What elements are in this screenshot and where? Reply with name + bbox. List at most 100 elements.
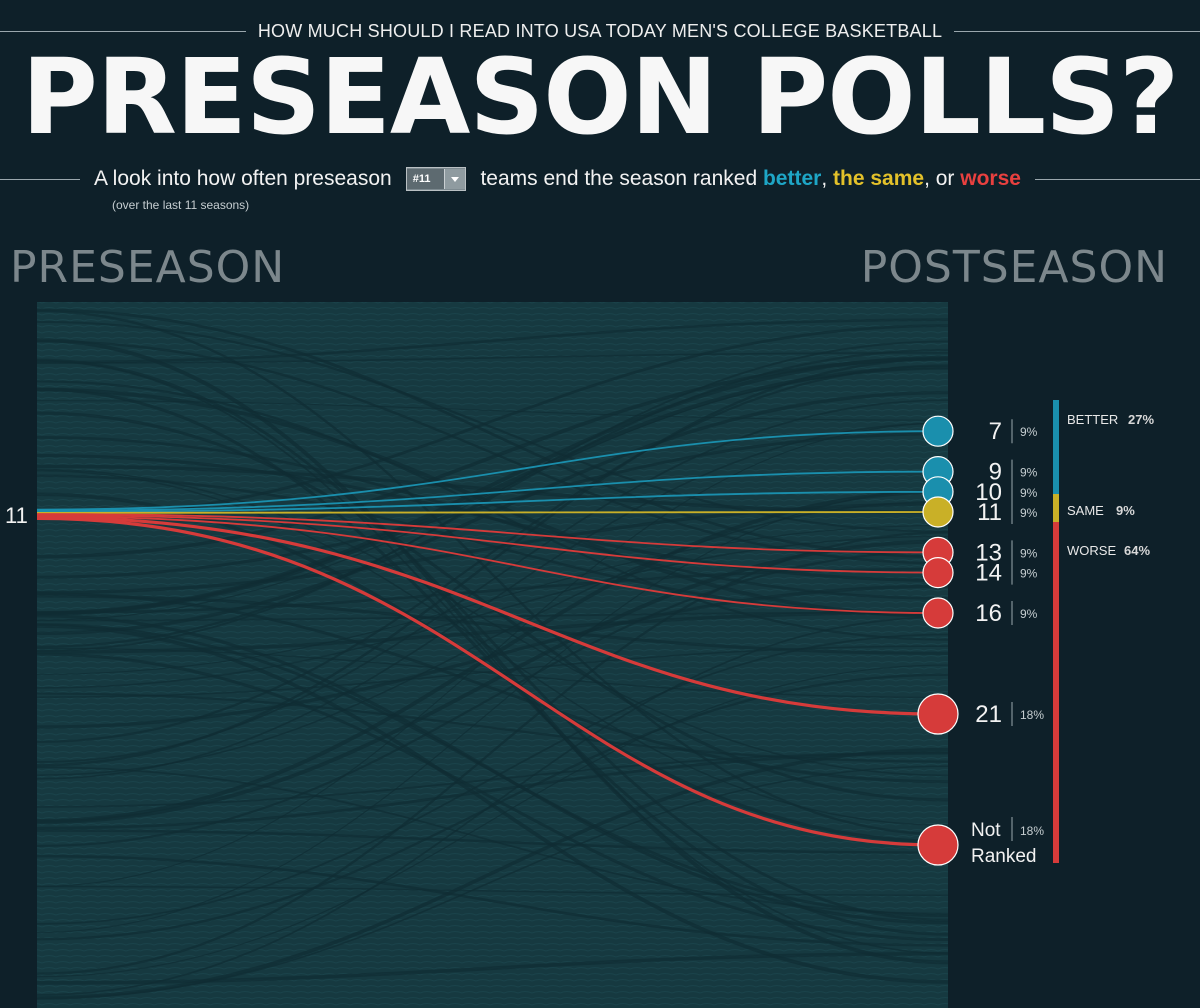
target-nodes: 7 9% 9 9% 10 9% 11 9% 13 9% 14 9% 16 9% 21 18% Not Ranked… bbox=[917, 415, 1044, 867]
node-pct-10: 9% bbox=[1020, 486, 1038, 500]
background-flow bbox=[36, 352, 949, 364]
seasons-note: (over the last 11 seasons) bbox=[112, 198, 250, 212]
kicker-line: HOW MUCH SHOULD I READ INTO USA TODAY ME… bbox=[0, 18, 1200, 44]
node-label-11: 11 bbox=[977, 499, 1002, 526]
background-flow bbox=[36, 320, 949, 533]
flow-to-21[interactable] bbox=[36, 515, 939, 716]
background-flow bbox=[36, 610, 949, 654]
summary-segment-worse bbox=[1053, 522, 1059, 863]
summary-label-same: SAME bbox=[1067, 503, 1104, 518]
rank-selector-value: #11 bbox=[406, 169, 445, 189]
subtitle-line: A look into how often preseason #11 team… bbox=[0, 162, 1200, 196]
background-flow bbox=[36, 673, 949, 941]
background-flow bbox=[36, 592, 949, 784]
highlighted-flows bbox=[36, 430, 939, 847]
node-14[interactable] bbox=[922, 556, 954, 589]
word-better: better bbox=[762, 167, 822, 190]
background-flows bbox=[36, 308, 949, 1000]
kicker-text: HOW MUCH SHOULD I READ INTO USA TODAY ME… bbox=[257, 20, 943, 41]
node-label-14: 14 bbox=[975, 560, 1002, 587]
summary-pct-better: 27% bbox=[1128, 412, 1154, 427]
node-label-7: 7 bbox=[989, 418, 1002, 445]
subtitle-rule-right bbox=[1034, 178, 1200, 180]
node-pct-7: 9% bbox=[1020, 425, 1038, 439]
background-flow bbox=[36, 348, 949, 648]
flow-to-9[interactable] bbox=[36, 470, 939, 512]
subtitle: A look into how often preseason #11 team… bbox=[80, 167, 1021, 191]
comma-1: , bbox=[821, 167, 828, 190]
background-flow bbox=[36, 357, 949, 559]
node-label-13: 13 bbox=[975, 539, 1002, 566]
background-flow bbox=[36, 524, 949, 675]
background-flow bbox=[36, 539, 949, 825]
background-flow bbox=[36, 664, 949, 978]
background-flow bbox=[36, 854, 949, 947]
background-flow bbox=[36, 535, 949, 689]
node-pct-16: 9% bbox=[1020, 607, 1038, 621]
node-7[interactable] bbox=[922, 415, 954, 447]
word-worse: worse bbox=[960, 167, 1021, 190]
kicker-rule-right bbox=[954, 30, 1200, 32]
node-pct-not-ranked: 18% bbox=[1020, 824, 1044, 838]
background-flow bbox=[36, 399, 949, 763]
background-flow bbox=[36, 364, 949, 743]
subtitle-pre: A look into how often preseason bbox=[94, 167, 392, 190]
postseason-label: POSTSEASON bbox=[860, 242, 1168, 293]
node-pct-13: 9% bbox=[1020, 546, 1038, 560]
background-flow bbox=[36, 652, 949, 941]
node-label-9: 9 bbox=[989, 459, 1002, 486]
background-flow bbox=[36, 400, 949, 421]
background-flow bbox=[36, 624, 949, 984]
chevron-down-icon[interactable] bbox=[444, 169, 466, 189]
summary-pct-same: 9% bbox=[1116, 503, 1135, 518]
flow-to-10[interactable] bbox=[36, 490, 939, 513]
background-flow bbox=[36, 309, 949, 836]
summary-bar: BETTER 27% SAME 9% WORSE 64% bbox=[1053, 400, 1154, 863]
node-label-21: 21 bbox=[975, 701, 1002, 728]
flow-to-16[interactable] bbox=[36, 515, 939, 614]
background-flow bbox=[36, 318, 949, 364]
node-label-16: 16 bbox=[975, 600, 1002, 627]
background-flow bbox=[36, 358, 949, 922]
node-label-10: 10 bbox=[975, 479, 1002, 506]
background-flow bbox=[36, 614, 949, 925]
background-flow bbox=[36, 500, 949, 777]
background-flow bbox=[36, 747, 949, 1000]
rank-selector[interactable]: #11 bbox=[405, 167, 467, 191]
background-flow bbox=[36, 355, 949, 616]
background-flow bbox=[36, 567, 949, 614]
node-label-line2: Ranked bbox=[971, 846, 1037, 867]
word-same: the same bbox=[833, 167, 925, 190]
background-flow bbox=[36, 432, 949, 579]
flow-to-14[interactable] bbox=[36, 514, 939, 574]
subtitle-rule-left bbox=[0, 178, 80, 180]
preseason-label: PRESEASON bbox=[10, 242, 286, 293]
node-11[interactable] bbox=[922, 496, 954, 528]
source-rank-label: 11 bbox=[5, 503, 28, 528]
summary-segment-same bbox=[1053, 494, 1059, 522]
node-label-line1: Not bbox=[971, 820, 1001, 841]
flow-to-7[interactable] bbox=[36, 430, 939, 511]
summary-pct-worse: 64% bbox=[1124, 543, 1150, 558]
background-flow bbox=[36, 829, 949, 854]
background-flow bbox=[36, 489, 949, 933]
node-16[interactable] bbox=[922, 597, 954, 629]
background-flow bbox=[36, 387, 949, 936]
summary-segment-better bbox=[1053, 400, 1059, 494]
node-not-ranked[interactable] bbox=[917, 824, 959, 866]
node-pct-9: 9% bbox=[1020, 466, 1038, 480]
background-flow bbox=[36, 751, 949, 808]
node-pct-14: 9% bbox=[1020, 567, 1038, 581]
background-flow bbox=[36, 422, 949, 780]
background-flow bbox=[36, 338, 949, 965]
node-21[interactable] bbox=[917, 693, 959, 735]
flow-to-not-ranked[interactable] bbox=[36, 516, 939, 847]
flow-to-13[interactable] bbox=[36, 513, 939, 554]
page-title: PRESEASON POLLS? bbox=[21, 36, 1180, 158]
background-flow bbox=[36, 885, 949, 896]
summary-label-better: BETTER bbox=[1067, 412, 1118, 427]
node-pct-11: 9% bbox=[1020, 506, 1038, 520]
flow-to-11[interactable] bbox=[36, 511, 939, 514]
background-flow bbox=[36, 692, 949, 763]
